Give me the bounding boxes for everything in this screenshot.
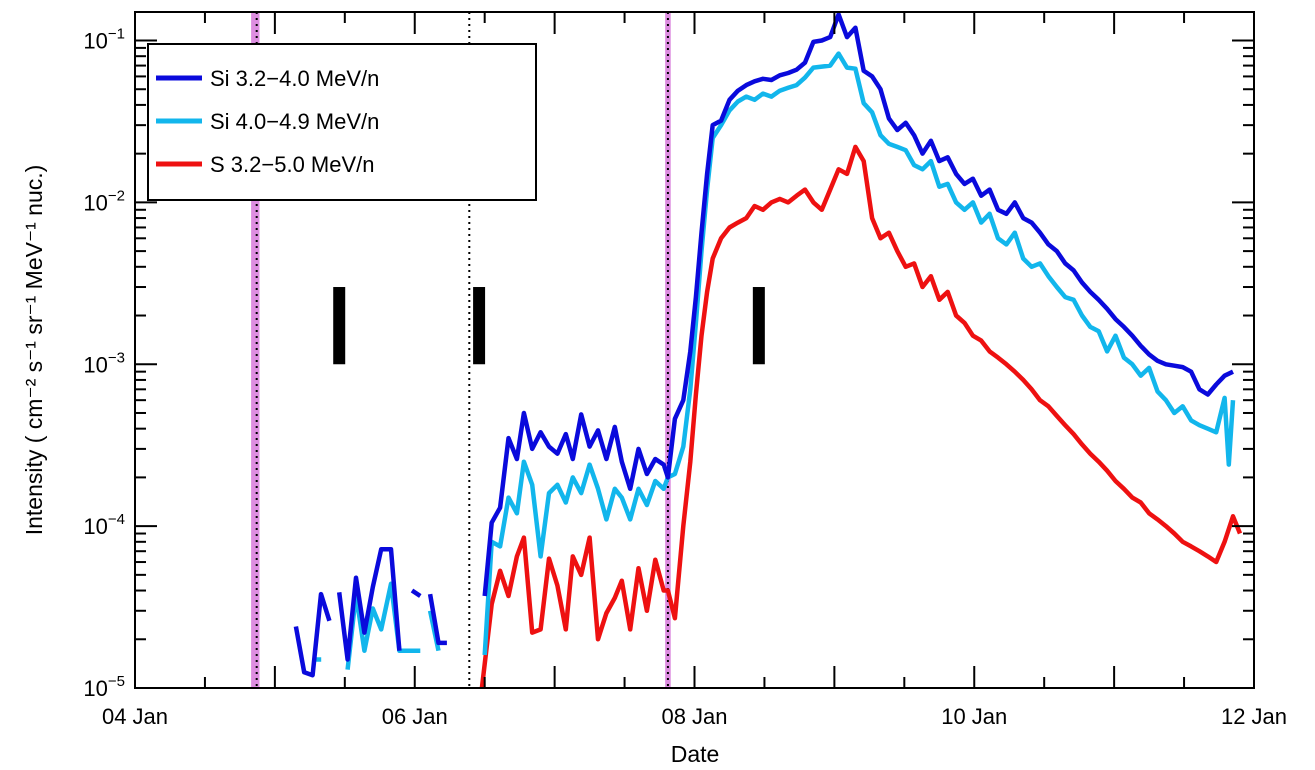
- y-tick-label: 10−5: [83, 673, 125, 701]
- black-bars: [333, 287, 765, 365]
- legend-label-0: Si 3.2−4.0 MeV/n: [210, 66, 379, 91]
- series-1-segment-1: [345, 581, 421, 670]
- series-0-segment-4: [482, 12, 1234, 597]
- series-lines: [293, 12, 1243, 688]
- legend-box: [147, 43, 537, 201]
- shaded-band-0: [251, 12, 260, 688]
- x-tick-label: 12 Jan: [1221, 704, 1287, 729]
- legend: Si 3.2−4.0 MeV/n Si 4.0−4.9 MeV/n S 3.2−5.…: [147, 43, 537, 201]
- x-tick-label: 08 Jan: [661, 704, 727, 729]
- x-tick-label: 10 Jan: [941, 704, 1007, 729]
- y-tick-label: 10−2: [83, 187, 125, 215]
- y-tick-label: 10−3: [83, 349, 125, 377]
- black-bar-0: [333, 287, 346, 365]
- legend-label-2: S 3.2−5.0 MeV/n: [210, 152, 375, 177]
- black-bar-1: [473, 287, 486, 365]
- series-0-segment-0: [293, 591, 332, 678]
- series-1-segment-3: [482, 51, 1236, 656]
- y-tick-label: 10−4: [83, 511, 125, 539]
- series-0-segment-3: [427, 593, 447, 646]
- dotted-markers: [255, 12, 669, 688]
- legend-label-1: Si 4.0−4.9 MeV/n: [210, 109, 379, 134]
- x-tick-label: 06 Jan: [382, 704, 448, 729]
- series-0-segment-2: [410, 588, 422, 598]
- black-bar-2: [752, 287, 765, 365]
- axis-ticks: [134, 12, 1255, 689]
- y-tick-label: 10−1: [83, 26, 125, 54]
- x-tick-label: 04 Jan: [102, 704, 168, 729]
- y-axis-label: Intensity ( cm⁻² s⁻¹ sr⁻¹ MeV⁻¹ nuc.): [21, 165, 47, 536]
- series-2-segment-0: [479, 144, 1243, 688]
- x-axis-label: Date: [671, 741, 720, 767]
- series-0-segment-1: [336, 546, 402, 662]
- tick-labels: 04 Jan 06 Jan 08 Jan 10 Jan 12 Jan 10−5 10−4 10…: [83, 26, 1287, 729]
